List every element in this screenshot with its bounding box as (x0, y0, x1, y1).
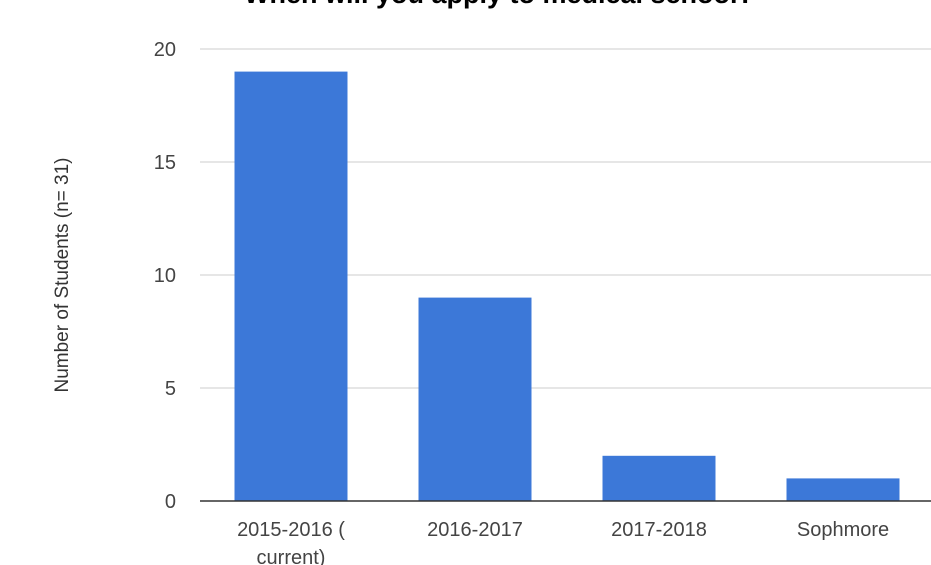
y-tick-label-10: 10 (154, 265, 176, 287)
y-tick-label-20: 20 (154, 39, 176, 61)
bars (234, 71, 900, 501)
y-tick-label-0: 0 (165, 491, 176, 513)
bar-4 (786, 478, 900, 501)
y-axis-label: Number of Students (n= 31) (52, 158, 73, 393)
x-tick-label-line: 2017-2018 (611, 519, 707, 541)
bar-1 (234, 71, 348, 501)
x-tick-label-line: 2015-2016 ( (237, 519, 345, 541)
x-tick-label-line: current) (257, 547, 326, 565)
chart-title: When will you apply to medical school? (244, 0, 754, 9)
bar-3 (602, 455, 716, 501)
bar-2 (418, 297, 532, 501)
y-axis-ticks: 0 5 10 15 20 (154, 39, 176, 513)
x-tick-label-1: 2015-2016 ( current) (237, 519, 345, 565)
y-tick-label-15: 15 (154, 152, 176, 174)
y-tick-label-5: 5 (165, 378, 176, 400)
x-tick-label-2: 2016-2017 (427, 519, 523, 541)
x-axis-ticks: 2015-2016 ( current) 2016-2017 2017-2018 Sop… (237, 519, 889, 565)
x-tick-label-line: 2016-2017 (427, 519, 523, 541)
x-tick-label-3: 2017-2018 (611, 519, 707, 541)
x-tick-label-4: Sophmore (797, 519, 889, 541)
x-tick-label-line: Sophmore (797, 519, 889, 541)
